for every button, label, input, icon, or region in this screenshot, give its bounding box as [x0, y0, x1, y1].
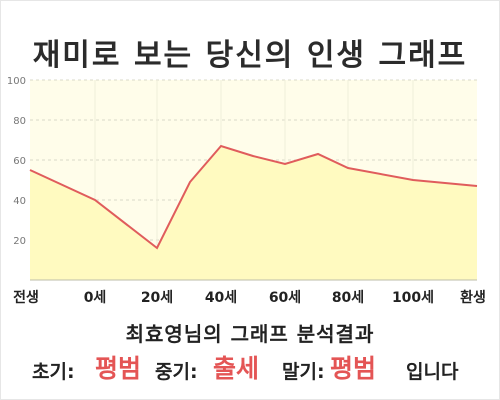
- late-stage-value: 평범: [330, 354, 377, 383]
- middle-stage-value: 출세: [213, 354, 260, 383]
- stage-summary: 초기: 평범 중기: 출세 말기: 평범 입니다: [0, 345, 500, 385]
- x-tick-label: 전생: [13, 289, 39, 306]
- y-tick-label: 40: [13, 196, 26, 207]
- x-tick-label: 20세: [141, 290, 173, 306]
- x-tick-label: 100세: [392, 290, 434, 306]
- y-tick-label: 80: [13, 116, 26, 127]
- early-stage-value: 평범: [95, 354, 142, 383]
- middle-stage-label: 중기:: [155, 361, 198, 383]
- y-tick-label: 60: [13, 156, 26, 167]
- result-heading: 최효영님의 그래프 분석결과: [125, 322, 375, 346]
- x-axis-labels: 전생 0세 20세 40세 60세 80세 100세 환생: [13, 289, 486, 306]
- x-tick-label: 80세: [332, 290, 364, 306]
- late-stage-label: 말기:: [282, 361, 325, 383]
- ending-text: 입니다: [406, 361, 459, 383]
- x-tick-label: 60세: [269, 290, 301, 306]
- chart-title: 재미로 보는 당신의 인생 그래프: [32, 38, 468, 73]
- life-area: [30, 146, 477, 280]
- x-tick-label: 40세: [205, 290, 237, 306]
- y-tick-label: 100: [7, 76, 26, 87]
- x-tick-label: 0세: [84, 290, 107, 306]
- y-axis-labels: 20 40 60 80 100: [7, 76, 26, 247]
- life-line: [29, 144, 478, 250]
- early-stage-label: 초기:: [32, 361, 75, 383]
- x-tick-label: 환생: [460, 289, 486, 306]
- y-tick-label: 20: [13, 236, 26, 247]
